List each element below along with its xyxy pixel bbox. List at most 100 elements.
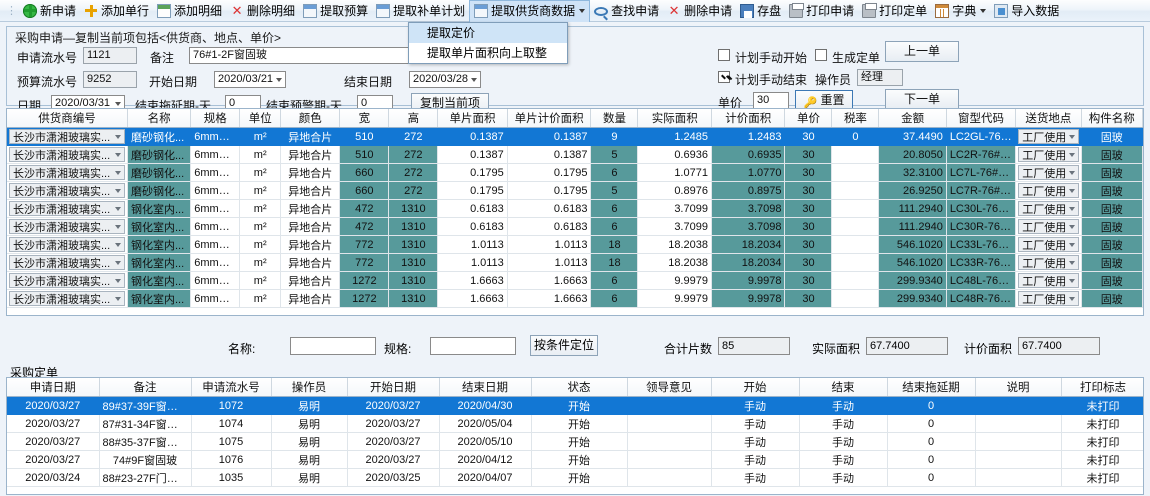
cell-area[interactable]: 1.0113 (437, 235, 508, 254)
cell-tax[interactable] (831, 199, 880, 218)
order-col-5[interactable]: 结束日期 (439, 378, 532, 397)
chevron-down-icon[interactable] (1068, 188, 1075, 193)
cell-price_area[interactable]: 1.0113 (507, 253, 592, 272)
chevron-down-icon[interactable] (114, 242, 121, 247)
cell-color[interactable]: 异地合片 (280, 289, 341, 308)
next-order-button[interactable]: 下一单 (885, 89, 959, 110)
cell-finish[interactable]: 手动 (799, 432, 888, 451)
cell-status[interactable]: 开始 (531, 396, 628, 415)
chevron-down-icon[interactable] (1068, 152, 1075, 157)
cell-price_area[interactable]: 0.1387 (507, 127, 592, 146)
cell-part[interactable]: 固玻 (1081, 181, 1143, 200)
cell-calc_area[interactable]: 0.8975 (711, 181, 786, 200)
cell-unit[interactable]: m² (239, 181, 282, 200)
chevron-down-icon[interactable] (1068, 206, 1075, 211)
cell-color[interactable]: 异地合片 (280, 217, 341, 236)
cell-start[interactable]: 2020/03/27 (347, 450, 440, 469)
cell-real_area[interactable]: 9.9979 (637, 289, 712, 308)
cell-combo-supplier[interactable]: 长沙市潇湘玻璃实... (9, 219, 125, 234)
cell-status[interactable]: 开始 (531, 468, 628, 487)
detail-col-12[interactable]: 单价 (784, 109, 833, 128)
cell-deliver[interactable]: 工厂使用 (1015, 271, 1082, 290)
cell-leader[interactable] (627, 468, 712, 487)
chevron-down-icon[interactable] (114, 134, 121, 139)
detail-col-10[interactable]: 实际面积 (637, 109, 712, 128)
cell-h[interactable]: 272 (388, 127, 439, 146)
cell-spec[interactable]: 6mmPLE... (190, 235, 241, 254)
cell-apply_date[interactable]: 2020/03/27 (7, 450, 100, 469)
cell-name[interactable]: 钢化室内... (127, 271, 192, 290)
cell-operator[interactable]: 易明 (271, 396, 348, 415)
cell-desc[interactable] (975, 396, 1062, 415)
cell-combo-deliver[interactable]: 工厂使用 (1018, 219, 1079, 234)
cell-w[interactable]: 472 (339, 199, 390, 218)
cell-win_code[interactable]: LC33R-76#... (946, 253, 1017, 272)
cell-unit_price[interactable]: 30 (784, 181, 833, 200)
cell-color[interactable]: 异地合片 (280, 181, 341, 200)
order-col-0[interactable]: 申请日期 (7, 378, 100, 397)
cell-name[interactable]: 钢化室内... (127, 253, 192, 272)
cell-win_code[interactable]: LC2GL-76#... (946, 127, 1017, 146)
cell-spec[interactable]: 6mmPLE... (190, 271, 241, 290)
toolbar-button-5[interactable]: 提取补单计划 (372, 1, 469, 21)
spec-filter-input[interactable] (430, 337, 516, 355)
detail-col-13[interactable]: 税率 (831, 109, 880, 128)
cell-deliver[interactable]: 工厂使用 (1015, 289, 1082, 308)
cell-leader[interactable] (627, 414, 712, 433)
locate-by-condition-button[interactable]: 按条件定位 (530, 335, 598, 356)
order-col-4[interactable]: 开始日期 (347, 378, 440, 397)
cell-unit[interactable]: m² (239, 235, 282, 254)
detail-col-2[interactable]: 规格 (190, 109, 241, 128)
cell-unit[interactable]: m² (239, 199, 282, 218)
cell-color[interactable]: 异地合片 (280, 235, 341, 254)
toolbar-button-7[interactable]: 查找申请 (590, 1, 663, 21)
cell-w[interactable]: 660 (339, 181, 390, 200)
cell-print[interactable]: 未打印 (1061, 396, 1143, 415)
cell-unit_price[interactable]: 30 (784, 235, 833, 254)
chevron-down-icon[interactable] (1068, 134, 1075, 139)
cell-desc[interactable] (975, 414, 1062, 433)
cell-supplier[interactable]: 长沙市潇湘玻璃实... (7, 271, 128, 290)
cell-end[interactable]: 2020/04/30 (439, 396, 532, 415)
cell-supplier[interactable]: 长沙市潇湘玻璃实... (7, 217, 128, 236)
cell-tax[interactable] (831, 235, 880, 254)
table-row[interactable]: 2020/03/27 89#37-39F窗固玻 1072 易明 2020/03/27 20… (7, 396, 1143, 415)
cell-deliver[interactable]: 工厂使用 (1015, 163, 1082, 182)
cell-name[interactable]: 钢化室内... (127, 217, 192, 236)
name-filter-input[interactable] (290, 337, 376, 355)
cell-real_area[interactable]: 1.0771 (637, 163, 712, 182)
cell-w[interactable]: 1272 (339, 289, 390, 308)
cell-combo-deliver[interactable]: 工厂使用 (1018, 147, 1079, 162)
cell-real_area[interactable]: 1.2485 (637, 127, 712, 146)
cell-deliver[interactable]: 工厂使用 (1015, 199, 1082, 218)
detail-col-3[interactable]: 单位 (239, 109, 282, 128)
cell-remark[interactable]: 74#9F窗固玻 (99, 450, 192, 469)
detail-col-0[interactable]: 供货商编号 (7, 109, 128, 128)
cell-part[interactable]: 固玻 (1081, 163, 1143, 182)
toolbar-button-1[interactable]: 添加单行 (80, 1, 153, 21)
cell-w[interactable]: 472 (339, 217, 390, 236)
cell-tax[interactable] (831, 181, 880, 200)
cell-price_area[interactable]: 0.1795 (507, 163, 592, 182)
chevron-down-icon[interactable] (114, 152, 121, 157)
table-row[interactable]: 长沙市潇湘玻璃实... 钢化室内...6mmPLE...m²异地合片1272131… (7, 289, 1143, 308)
detail-col-6[interactable]: 高 (388, 109, 439, 128)
chevron-down-icon[interactable] (114, 278, 121, 283)
cell-color[interactable]: 异地合片 (280, 253, 341, 272)
cell-area[interactable]: 0.6183 (437, 199, 508, 218)
cell-qty[interactable]: 6 (590, 199, 639, 218)
cell-end[interactable]: 2020/05/04 (439, 414, 532, 433)
chevron-down-icon[interactable] (114, 170, 121, 175)
budget-serial-input[interactable]: 9252 (83, 71, 137, 88)
cell-name[interactable]: 磨砂钢化... (127, 145, 192, 164)
cell-unit[interactable]: m² (239, 289, 282, 308)
cell-tax[interactable] (831, 271, 880, 290)
cell-unit_price[interactable]: 30 (784, 163, 833, 182)
cell-deliver[interactable]: 工厂使用 (1015, 235, 1082, 254)
cell-begin[interactable]: 手动 (711, 468, 800, 487)
cell-spec[interactable]: 6mmPLE... (190, 145, 241, 164)
cell-real_area[interactable]: 18.2038 (637, 235, 712, 254)
cell-supplier[interactable]: 长沙市潇湘玻璃实... (7, 253, 128, 272)
table-row[interactable]: 2020/03/27 74#9F窗固玻 1076 易明 2020/03/27 2020/0… (7, 450, 1143, 469)
detail-col-5[interactable]: 宽 (339, 109, 390, 128)
